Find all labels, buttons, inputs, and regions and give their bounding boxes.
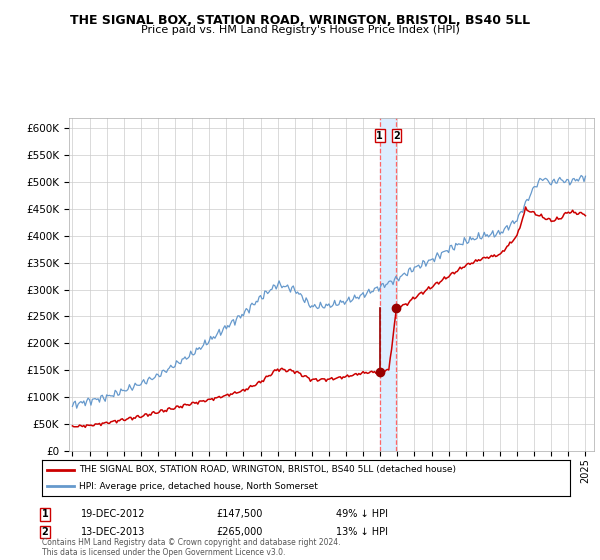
Text: £265,000: £265,000 — [216, 527, 262, 537]
Text: 2: 2 — [41, 527, 49, 537]
Text: £147,500: £147,500 — [216, 509, 262, 519]
Text: 2: 2 — [393, 131, 400, 141]
Text: 49% ↓ HPI: 49% ↓ HPI — [336, 509, 388, 519]
Text: 1: 1 — [376, 131, 383, 141]
Text: Contains HM Land Registry data © Crown copyright and database right 2024.
This d: Contains HM Land Registry data © Crown c… — [42, 538, 341, 557]
Text: 1: 1 — [41, 509, 49, 519]
Text: 13-DEC-2013: 13-DEC-2013 — [81, 527, 145, 537]
Text: THE SIGNAL BOX, STATION ROAD, WRINGTON, BRISTOL, BS40 5LL (detached house): THE SIGNAL BOX, STATION ROAD, WRINGTON, … — [79, 465, 456, 474]
Bar — [380, 118, 397, 451]
Text: HPI: Average price, detached house, North Somerset: HPI: Average price, detached house, Nort… — [79, 482, 318, 491]
Text: 13% ↓ HPI: 13% ↓ HPI — [336, 527, 388, 537]
Text: Price paid vs. HM Land Registry's House Price Index (HPI): Price paid vs. HM Land Registry's House … — [140, 25, 460, 35]
Text: THE SIGNAL BOX, STATION ROAD, WRINGTON, BRISTOL, BS40 5LL: THE SIGNAL BOX, STATION ROAD, WRINGTON, … — [70, 14, 530, 27]
Text: 19-DEC-2012: 19-DEC-2012 — [81, 509, 146, 519]
